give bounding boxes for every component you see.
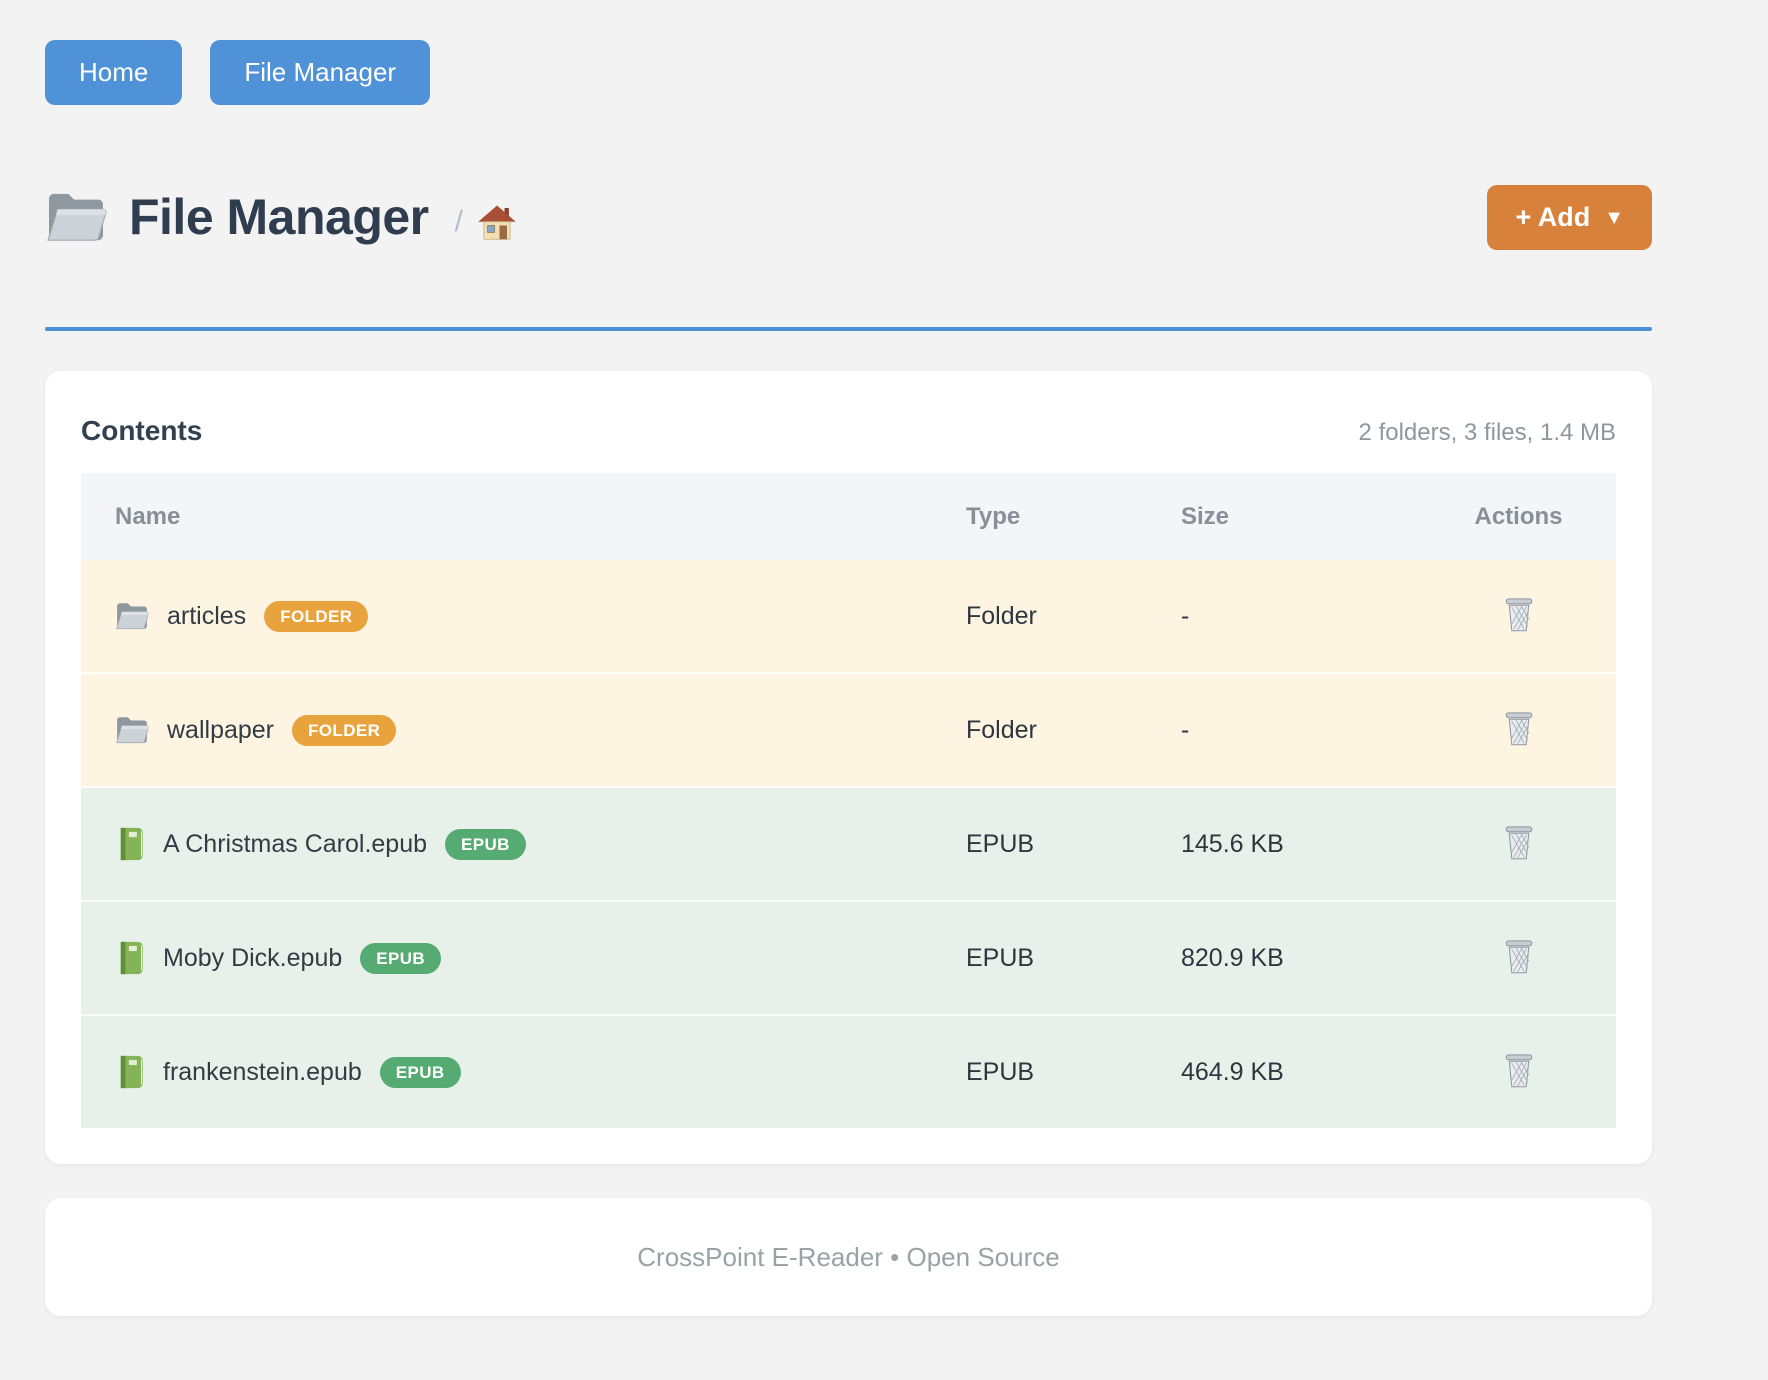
book-icon: [115, 826, 145, 862]
breadcrumb-home-link[interactable]: [477, 204, 517, 242]
type-cell: Folder: [966, 673, 1181, 787]
book-icon: [115, 1054, 145, 1090]
breadcrumb-separator: /: [455, 205, 463, 239]
file-name-link[interactable]: A Christmas Carol.epub: [163, 830, 427, 859]
book-icon: [115, 940, 145, 976]
size-cell: 464.9 KB: [1181, 1015, 1421, 1128]
size-cell: -: [1181, 673, 1421, 787]
table-row-frankenstein: frankenstein.epub EPUB EPUB 464.9 KB: [81, 1015, 1616, 1128]
size-cell: 145.6 KB: [1181, 787, 1421, 901]
title-wrap: File Manager /: [45, 188, 517, 246]
nav-home-button[interactable]: Home: [45, 40, 182, 105]
column-header-actions: Actions: [1421, 473, 1616, 560]
trash-icon: [1504, 711, 1534, 747]
trash-icon: [1504, 597, 1534, 633]
folder-icon: [115, 715, 149, 745]
footer-text: CrossPoint E-Reader • Open Source: [637, 1242, 1059, 1273]
folder-icon: [45, 190, 107, 244]
delete-button[interactable]: [1500, 707, 1538, 751]
file-name-link[interactable]: frankenstein.epub: [163, 1058, 362, 1087]
delete-button[interactable]: [1500, 935, 1538, 979]
header-divider: [45, 327, 1652, 331]
size-cell: -: [1181, 560, 1421, 673]
table-row-christmas-carol: A Christmas Carol.epub EPUB EPUB 145.6 K…: [81, 787, 1616, 901]
contents-summary: 2 folders, 3 files, 1.4 MB: [1359, 419, 1616, 447]
page: Home File Manager File Manager / + Add ▼…: [45, 0, 1652, 1316]
table-row-articles: articles FOLDER Folder -: [81, 560, 1616, 673]
contents-card: Contents 2 folders, 3 files, 1.4 MB Name…: [45, 371, 1652, 1164]
add-button-label: + Add: [1515, 202, 1590, 233]
delete-button[interactable]: [1500, 593, 1538, 637]
size-cell: 820.9 KB: [1181, 901, 1421, 1015]
page-title: File Manager: [129, 188, 429, 246]
nav-file-manager-button[interactable]: File Manager: [210, 40, 430, 105]
file-name-link[interactable]: articles: [167, 602, 246, 631]
trash-icon: [1504, 825, 1534, 861]
folder-icon: [115, 601, 149, 631]
contents-card-header: Contents 2 folders, 3 files, 1.4 MB: [81, 415, 1616, 447]
page-header: File Manager / + Add ▼: [45, 171, 1652, 263]
column-header-name: Name: [81, 473, 966, 560]
table-row-moby-dick: Moby Dick.epub EPUB EPUB 820.9 KB: [81, 901, 1616, 1015]
epub-badge: EPUB: [445, 829, 526, 860]
file-name-link[interactable]: wallpaper: [167, 716, 274, 745]
folder-badge: FOLDER: [264, 601, 368, 632]
house-icon: [477, 204, 517, 242]
top-nav: Home File Manager: [45, 40, 1652, 105]
table-row-wallpaper: wallpaper FOLDER Folder -: [81, 673, 1616, 787]
type-cell: EPUB: [966, 787, 1181, 901]
table-header-row: Name Type Size Actions: [81, 473, 1616, 560]
contents-title: Contents: [81, 415, 202, 447]
column-header-size: Size: [1181, 473, 1421, 560]
file-table: Name Type Size Actions articles FOLDER: [81, 473, 1616, 1128]
file-name-link[interactable]: Moby Dick.epub: [163, 944, 342, 973]
delete-button[interactable]: [1500, 1049, 1538, 1093]
type-cell: EPUB: [966, 901, 1181, 1015]
epub-badge: EPUB: [360, 943, 441, 974]
type-cell: EPUB: [966, 1015, 1181, 1128]
epub-badge: EPUB: [380, 1057, 461, 1088]
column-header-type: Type: [966, 473, 1181, 560]
caret-down-icon: ▼: [1604, 207, 1624, 230]
trash-icon: [1504, 1053, 1534, 1089]
folder-badge: FOLDER: [292, 715, 396, 746]
footer: CrossPoint E-Reader • Open Source: [45, 1198, 1652, 1316]
trash-icon: [1504, 939, 1534, 975]
delete-button[interactable]: [1500, 821, 1538, 865]
type-cell: Folder: [966, 560, 1181, 673]
add-button[interactable]: + Add ▼: [1487, 185, 1652, 250]
